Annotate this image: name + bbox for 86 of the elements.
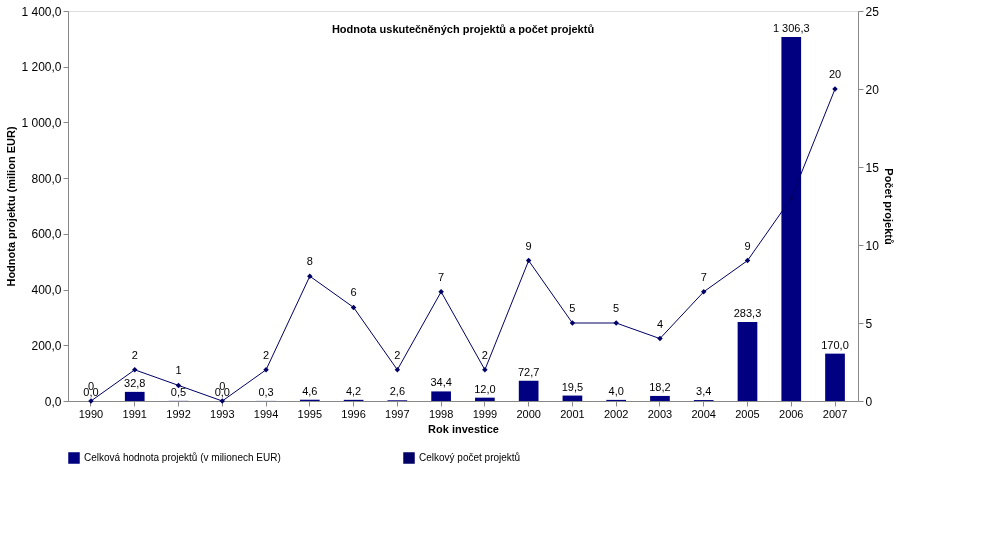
y2-tick-label: 20 — [865, 82, 880, 97]
y-tick-label: 600,0 — [31, 227, 62, 242]
point — [569, 320, 576, 326]
x-tick-label: 2002 — [603, 407, 629, 420]
x-tick-label: 1994 — [253, 407, 279, 420]
data-label: 0,5 — [170, 385, 187, 398]
data-label: 9 — [525, 239, 532, 252]
x-tick-label: 1993 — [210, 407, 235, 420]
bar — [475, 397, 495, 401]
bar — [518, 380, 539, 401]
data-label: 4 — [656, 317, 664, 330]
point — [788, 195, 794, 201]
x-tick-label: 1991 — [122, 407, 147, 420]
data-label: 72,7 — [517, 365, 540, 378]
x-tick-label: 1996 — [341, 407, 366, 420]
data-label: 12,0 — [474, 382, 496, 395]
y-axis-title: Hodnota projektu (milion EUR) — [5, 126, 18, 287]
bar — [431, 391, 451, 401]
x-tick-label: 2007 — [822, 407, 848, 420]
point — [438, 289, 444, 295]
x-tick-label: 1998 — [428, 407, 454, 420]
point — [307, 273, 313, 279]
data-label: 1 306,3 — [772, 22, 810, 35]
bar — [825, 353, 845, 401]
data-label: 18,2 — [649, 380, 671, 393]
x-tick-label: 2005 — [735, 407, 760, 420]
bar — [124, 391, 145, 401]
point — [482, 367, 488, 373]
y2-tick-label: 15 — [865, 160, 880, 175]
point — [132, 367, 138, 373]
data-label: 4,0 — [608, 384, 624, 397]
data-label: 5 — [613, 302, 620, 314]
legend-label: Celkový počet projektů — [419, 452, 521, 463]
x-tick-label: 1995 — [297, 407, 323, 420]
data-label: 34,4 — [430, 376, 452, 389]
data-label: 3,4 — [696, 385, 712, 398]
bar — [650, 395, 670, 401]
y2-tick-label: 25 — [865, 4, 880, 19]
data-label: 1 — [175, 364, 182, 377]
data-label: 170,0 — [821, 338, 849, 351]
data-label: 9 — [744, 239, 751, 252]
data-label: 8 — [306, 255, 313, 268]
point — [394, 367, 401, 373]
y-tick-label: 1 200,0 — [21, 60, 62, 75]
data-label: 5 — [569, 302, 576, 314]
text: Hodnota uskutečněných projektů a počet projektů — [331, 23, 595, 35]
x-tick-label: 2000 — [516, 407, 541, 420]
bar — [781, 37, 802, 401]
y2-tick-label: 10 — [865, 238, 880, 253]
y-tick-label: 800,0 — [31, 171, 62, 186]
data-label: 4,6 — [302, 384, 318, 397]
data-label: 32,8 — [124, 376, 146, 389]
data-label: 19,5 — [561, 380, 584, 393]
x-tick-label: 2004 — [691, 407, 716, 420]
x-tick-label: 1992 — [166, 407, 191, 420]
data-label: 283,3 — [733, 307, 762, 320]
data-label: 7 — [700, 270, 707, 283]
data-label: 7 — [438, 270, 445, 283]
x-tick-label: 2001 — [560, 407, 585, 420]
data-label: 2 — [262, 348, 270, 361]
y-tick-label: 1 400,0 — [21, 4, 62, 19]
x-tick-label: 2006 — [779, 407, 804, 420]
data-label: 2 — [131, 348, 138, 361]
x-tick-label: 1990 — [78, 407, 104, 420]
data-label: 2 — [394, 348, 401, 361]
data-label: 0,3 — [258, 385, 274, 398]
y-tick-label: 0,0 — [44, 394, 62, 409]
x-axis-title: Rok investice — [428, 422, 499, 435]
y-tick-label: 400,0 — [31, 283, 62, 298]
x-tick-label: 1997 — [385, 407, 410, 420]
point — [657, 335, 663, 342]
y2-axis-title: Počet projektů — [882, 168, 895, 245]
data-label: 20 — [828, 68, 842, 80]
x-tick-label: 1999 — [472, 407, 498, 420]
y-tick-label: 1 000,0 — [21, 115, 62, 130]
y2-tick-label: 5 — [865, 316, 873, 331]
data-label: 4,2 — [345, 384, 362, 397]
x-tick-label: 2003 — [647, 407, 673, 420]
bar — [737, 322, 758, 401]
y-tick-label: 200,0 — [31, 338, 62, 353]
data-label: 2 — [481, 348, 488, 361]
legend-label: Celková hodnota projektů (v milionech EUR) — [84, 452, 281, 463]
data-label: 6 — [350, 286, 357, 299]
y2-tick-label: 0 — [865, 394, 873, 409]
data-label: 2,6 — [389, 385, 405, 398]
point — [700, 289, 707, 295]
